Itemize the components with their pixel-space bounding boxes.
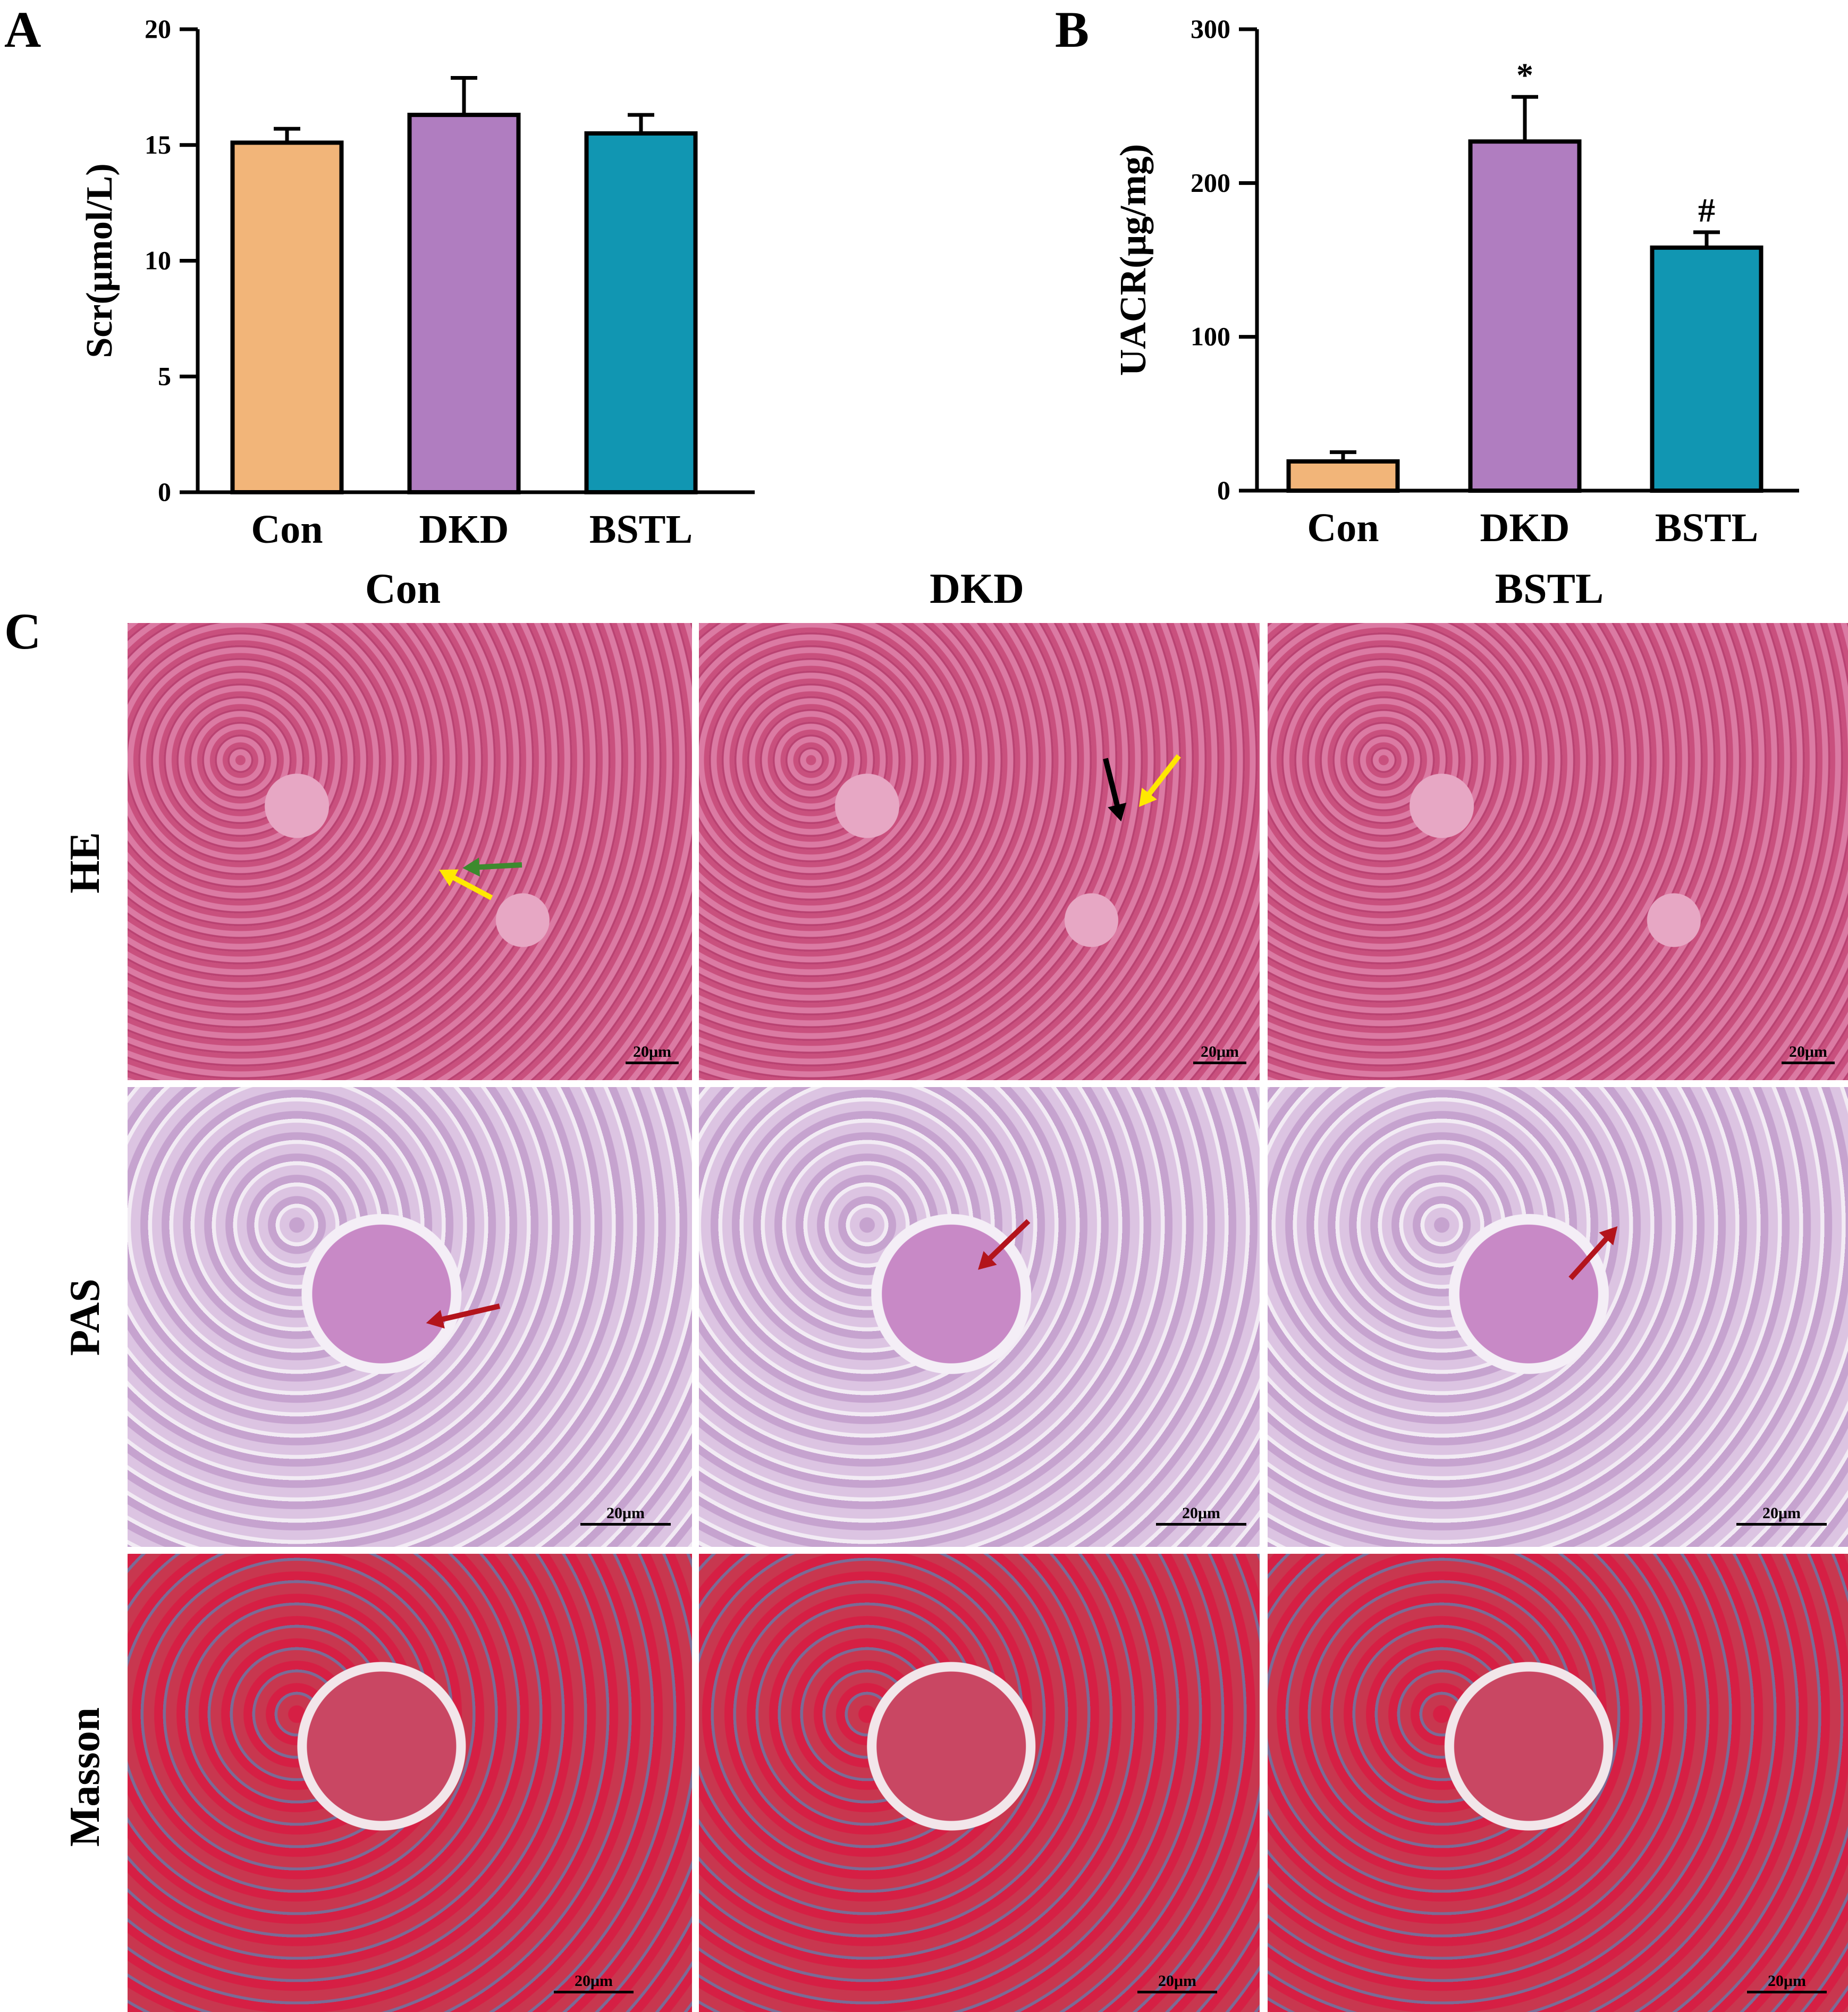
micrograph-he-dkd: 20μm — [699, 623, 1260, 1080]
scale-bar: 20μm — [1736, 1505, 1827, 1526]
scale-bar-label: 20μm — [1762, 1504, 1801, 1522]
column-header-bstl: BSTL — [1495, 566, 1604, 612]
scale-bar: 20μm — [1156, 1505, 1246, 1526]
red-arrow — [1568, 1233, 1612, 1281]
scale-bar: 20μm — [580, 1505, 671, 1526]
y-tick-label: 200 — [1191, 167, 1230, 197]
bar-dkd — [407, 113, 521, 494]
row-header-he: HE — [62, 832, 108, 894]
y-axis-label: Scr(μmol/L) — [79, 163, 120, 358]
y-tick-label: 20 — [145, 14, 171, 44]
micrograph-pas-con: 20μm — [128, 1087, 692, 1547]
y-tick-label: 0 — [1217, 475, 1230, 505]
bar-con — [230, 140, 344, 494]
uacr-bar-chart: 0 100 200 300 UACR(μg/mg) Con DKD * BSTL # — [1113, 14, 1799, 550]
scale-bar: 20μm — [1193, 1044, 1246, 1064]
significance-mark: # — [1698, 191, 1715, 229]
scale-bar-label: 20μm — [606, 1504, 645, 1522]
column-header-con: Con — [365, 566, 441, 612]
y-tick-label: 0 — [158, 477, 171, 507]
significance-mark: * — [1516, 56, 1533, 94]
y-tick-label: 15 — [145, 130, 171, 159]
bar-bstl — [1650, 245, 1763, 493]
panel-label-b: B — [1055, 1, 1090, 58]
scale-bar: 20μm — [1782, 1044, 1835, 1064]
micrograph-he-con: 20μm — [128, 623, 692, 1080]
y-axis-label: UACR(μg/mg) — [1113, 144, 1154, 376]
row-header-pas: PAS — [62, 1278, 108, 1356]
x-tick-label: DKD — [419, 507, 509, 552]
column-header-dkd: DKD — [930, 566, 1024, 612]
scale-bar-label: 20μm — [633, 1043, 671, 1060]
scale-bar: 20μm — [1747, 1973, 1827, 1993]
red-arrow — [984, 1219, 1031, 1264]
x-tick-label: Con — [251, 507, 323, 552]
micrograph-masson-dkd: 20μm — [699, 1554, 1260, 2012]
x-tick-label: BSTL — [1655, 506, 1758, 550]
bar-bstl — [584, 131, 698, 495]
bar-dkd — [1468, 139, 1582, 493]
yellow-arrow — [1144, 754, 1181, 799]
x-tick-label: DKD — [1480, 506, 1570, 550]
micrograph-masson-bstl: 20μm — [1268, 1554, 1848, 2012]
micrograph-he-bstl: 20μm — [1268, 623, 1848, 1080]
micrograph-pas-dkd: 20μm — [699, 1087, 1260, 1547]
scale-bar: 20μm — [554, 1973, 634, 1993]
micrograph-pas-bstl: 20μm — [1268, 1087, 1848, 1547]
row-header-masson: Masson — [62, 1707, 108, 1847]
y-tick-label: 5 — [158, 361, 171, 391]
bar-con — [1286, 459, 1400, 493]
y-tick-label: 100 — [1191, 322, 1230, 351]
red-arrow — [436, 1303, 501, 1323]
y-tick-label: 10 — [145, 246, 171, 275]
scale-bar: 20μm — [626, 1044, 679, 1064]
panel-label-a: A — [4, 1, 41, 58]
scale-bar-label: 20μm — [1182, 1504, 1220, 1522]
green-arrow — [474, 862, 522, 870]
panel-label-c: C — [4, 603, 41, 660]
scale-bar-label: 20μm — [1768, 1972, 1806, 1990]
scr-bar-chart: 0 5 10 15 20 Scr(μmol/L) Con DKD BSTL — [79, 14, 755, 552]
black-arrow — [1103, 757, 1121, 811]
scale-bar-label: 20μm — [1789, 1043, 1827, 1060]
micrograph-masson-con: 20μm — [128, 1554, 692, 2012]
x-tick-label: Con — [1307, 506, 1379, 550]
scale-bar: 20μm — [1137, 1973, 1217, 1993]
y-tick-label: 300 — [1191, 14, 1230, 44]
scale-bar-label: 20μm — [575, 1972, 613, 1990]
scale-bar-label: 20μm — [1158, 1972, 1196, 1990]
x-tick-label: BSTL — [589, 507, 693, 552]
scale-bar-label: 20μm — [1201, 1043, 1239, 1060]
